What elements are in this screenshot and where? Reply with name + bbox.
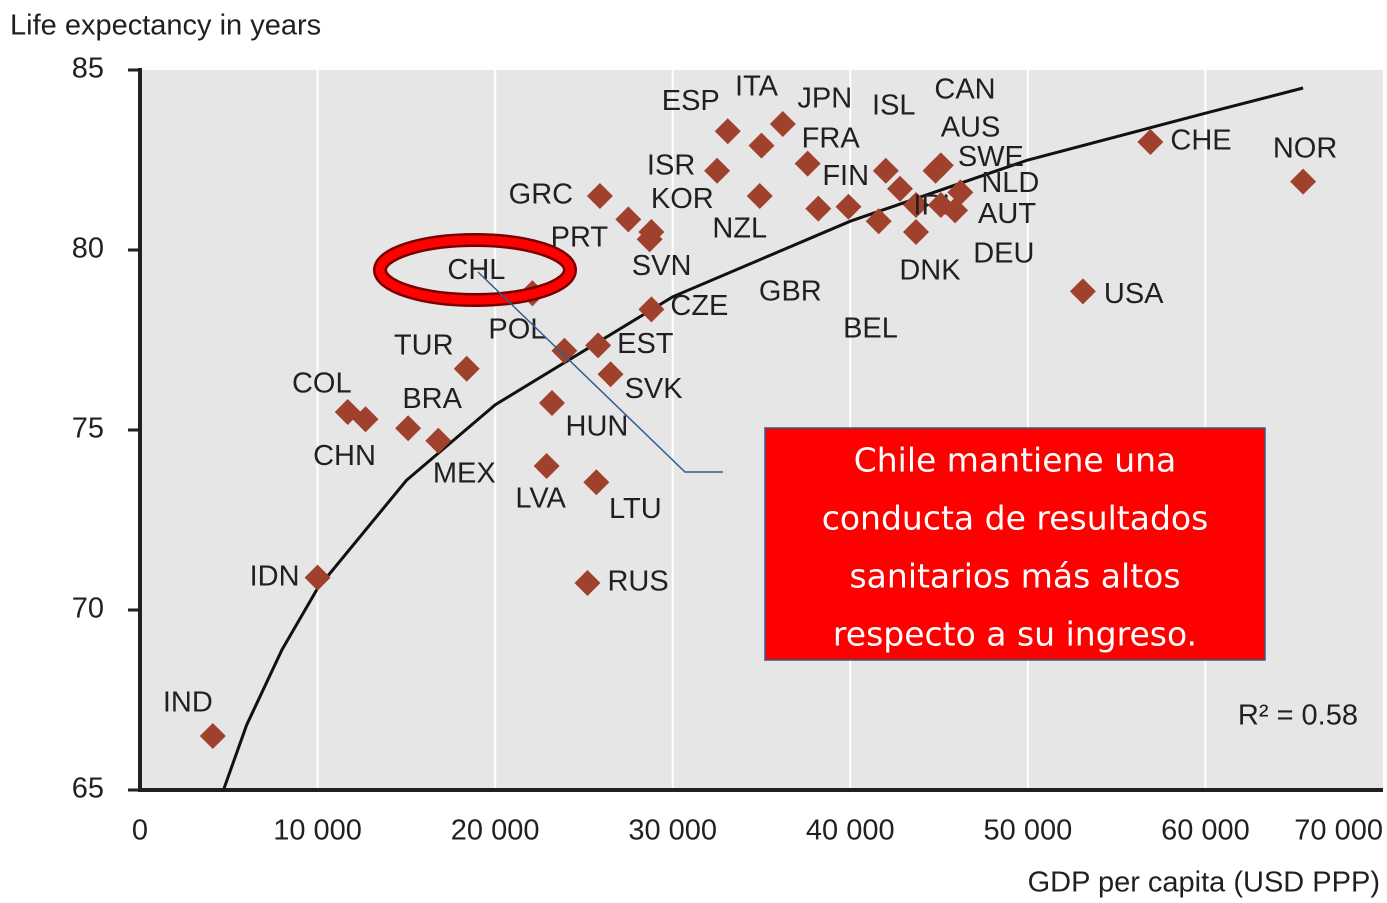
point-label: EST [617,328,674,360]
point-label: ISL [872,89,916,121]
point-label: TUR [394,329,454,361]
highlight-ring [375,235,575,305]
x-tick-label: 50 000 [984,815,1073,847]
y-axis-label: Life expectancy in years [10,10,321,42]
y-tick-label: 85 [72,53,104,85]
point-label: SVK [625,373,684,405]
x-tick-label: 10 000 [273,815,362,847]
point [538,390,565,416]
point [902,192,929,218]
point [352,406,379,433]
callout-text: respecto a su ingreso. [833,615,1197,654]
point-label: CHE [1170,125,1231,157]
trend-line [222,86,1304,791]
point-label: NZL [712,213,767,245]
point-label: NOR [1273,132,1337,164]
point [638,296,665,323]
point [865,208,892,235]
y-tick-label: 80 [72,233,104,265]
point-label: NLD [981,167,1039,199]
x-tick-label: 60 000 [1161,815,1250,847]
point [769,111,796,137]
callout-box [764,427,1266,661]
y-tick-label: 75 [72,413,104,445]
point-label: DNK [899,255,961,287]
point-label: BEL [843,312,898,344]
callout-text: conducta de resultados [822,499,1209,538]
point-label: GRC [509,179,573,211]
x-tick-label: 40 000 [806,815,895,847]
point [704,157,731,184]
point-label: CHL [447,254,505,286]
point [714,118,741,145]
point [794,150,821,177]
y-tick-label: 70 [72,593,104,625]
point-label: COL [292,368,352,400]
point-label: PRT [551,222,609,254]
point [586,183,613,209]
point [927,192,954,218]
point-label: ITA [735,70,779,102]
point [395,415,422,442]
point-label: FIN [822,160,869,192]
point-label: DEU [973,238,1034,270]
point [199,723,226,749]
x-tick-label: 0 [132,815,148,847]
point-label: HUN [566,411,629,443]
point [636,226,663,253]
point [615,206,642,233]
point [746,183,773,209]
point-label: AUT [978,198,1036,230]
point [574,570,601,596]
point-label: CAN [934,73,995,105]
annotation: R² = 0.58 [1238,700,1358,732]
y-tick-label: 65 [72,773,104,805]
x-tick-label: 30 000 [628,815,717,847]
point-label: JPN [797,83,852,115]
x-tick-label: 20 000 [451,815,540,847]
point-label: GBR [759,275,822,307]
point-label: AUS [941,111,1001,143]
point [585,332,612,359]
point [453,355,480,382]
point-label: ESP [662,85,720,117]
point-label: BRA [402,383,462,415]
point [583,469,610,496]
point [902,219,929,245]
point [597,361,624,388]
point [805,195,832,222]
point [872,157,899,184]
point-label: IDN [250,560,300,592]
point-label: LTU [609,493,662,525]
point [835,193,862,220]
point [425,427,452,454]
point-label: CZE [670,290,728,322]
point [1069,278,1096,305]
point-label: SVN [632,250,692,282]
x-tick-label: 70 000 [1294,815,1383,847]
point-label: CHN [313,440,376,472]
point-label: USA [1104,278,1164,310]
point-label: KOR [651,183,714,215]
point [304,564,331,591]
point [1137,129,1164,155]
point-label: ISR [647,149,695,181]
point [887,175,914,202]
point [533,453,560,479]
point-label: FRA [802,122,861,154]
point-label: IND [163,687,213,719]
callout-text: sanitarios más altos [849,557,1180,596]
point-label: MEX [433,457,496,489]
point-label: RUS [607,566,668,598]
point-label: SWE [958,141,1024,173]
connector [477,271,723,473]
point [1290,168,1317,195]
x-axis-label: GDP per capita (USD PPP) [1028,867,1380,899]
point [551,337,578,364]
point [748,132,775,159]
callout-text: Chile mantiene una [854,441,1177,480]
point-label: LVA [515,483,566,515]
point [927,152,954,179]
